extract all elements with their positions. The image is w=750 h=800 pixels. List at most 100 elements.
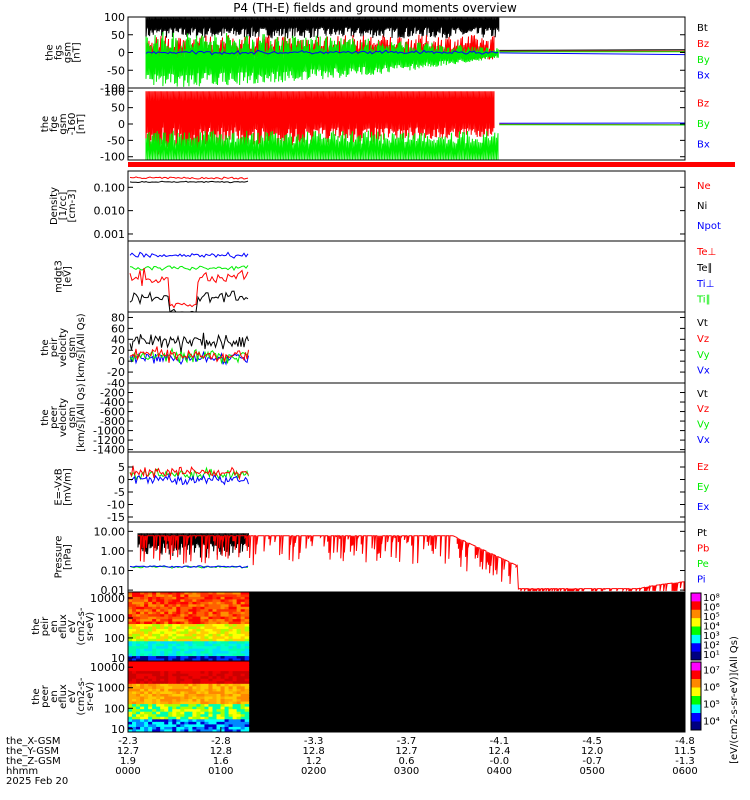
colorbar-peir-tick: 10³ [703, 631, 720, 642]
spectrogram-cell [180, 724, 185, 728]
spectrogram-cell [140, 726, 145, 730]
spectrogram-cell [144, 706, 149, 710]
spectrogram-cell [196, 686, 201, 690]
spectrogram-cell [236, 636, 242, 640]
spectrogram-cell [164, 592, 169, 595]
spectrogram-cell [136, 646, 141, 650]
spectrogram-cell [208, 693, 213, 697]
spectrogram-cell [176, 724, 181, 728]
bt-trace [145, 17, 500, 39]
spectrogram-cell [204, 633, 209, 637]
spectrogram-cell [240, 658, 246, 661]
spectrogram-cell [232, 626, 238, 630]
spectrogram-cell [168, 626, 173, 630]
spectrogram-cell [196, 681, 201, 685]
spectrogram-cell [208, 619, 213, 623]
spectrogram-cell [232, 624, 238, 627]
x-tick-label: 12.7 [395, 746, 417, 757]
spectrogram-cell [132, 641, 137, 645]
spectrogram-cell [208, 624, 213, 627]
spectrogram-cell [172, 726, 177, 730]
spectrogram-cell [152, 616, 157, 620]
spectrogram-cell [152, 726, 157, 730]
spectrogram-cell [136, 666, 141, 670]
spectrogram-cell [152, 636, 157, 640]
spectrogram-cell [136, 704, 141, 708]
spectrogram-cell [148, 709, 153, 713]
spectrogram-cell [168, 636, 173, 640]
spectrogram-cell [164, 658, 169, 661]
spectrogram-cell [136, 599, 141, 603]
spectrogram-cell [188, 701, 193, 705]
spectrogram-cell [164, 596, 169, 600]
spectrogram-cell [208, 663, 213, 667]
y-tick-label: 50 [111, 29, 125, 42]
spectrogram-cell [172, 696, 177, 700]
spectrogram-cell [196, 599, 201, 603]
spectrogram-cell [212, 614, 218, 618]
spectrogram-cell [144, 626, 149, 630]
spectrogram-cell [236, 711, 242, 715]
spectrogram-cell [236, 666, 242, 670]
spectrogram-cell [244, 653, 250, 657]
spectrogram-cell [200, 653, 205, 657]
spectrogram-cell [200, 693, 205, 697]
spectrogram-cell [216, 631, 222, 635]
spectrogram-cell [200, 592, 205, 595]
spectrogram-cell [172, 686, 177, 690]
spectrogram-cell [164, 638, 169, 642]
spectrogram-cell [228, 704, 234, 708]
spectrogram-cell [136, 636, 141, 640]
spectrogram-cell [156, 714, 161, 718]
spectrogram-cell [148, 668, 153, 672]
spectrogram-cell [232, 599, 238, 603]
spectrogram-cell [216, 626, 222, 630]
spectrogram-cell [136, 614, 141, 618]
spectrogram-cell [152, 596, 157, 600]
spectrogram-cell [216, 614, 222, 618]
spectrogram-cell [196, 711, 201, 715]
spectrogram-cell [240, 624, 246, 627]
colorbar-peir-tick: 10⁸ [703, 593, 720, 604]
spectrogram-cell [236, 704, 242, 708]
spectrogram-cell [220, 701, 226, 705]
spectrogram-cell [176, 626, 181, 630]
spectrogram-cell [172, 592, 177, 595]
spectrogram-cell [136, 619, 141, 623]
spectrogram-cell [168, 711, 173, 715]
y-axis-label: the [31, 688, 42, 704]
spectrogram-cell [200, 711, 205, 715]
spectrogram-cell [132, 706, 137, 710]
spectrogram-cell [188, 619, 193, 623]
spectrogram-cell [200, 616, 205, 620]
spectrogram-cell [240, 663, 246, 667]
spectrogram-cell [148, 624, 153, 627]
spectrogram-cell [140, 596, 145, 600]
spectrogram-cell [204, 631, 209, 635]
spectrogram-cell [128, 676, 133, 680]
spectrogram-cell [224, 668, 230, 672]
legend-Bt: Bt [697, 23, 708, 34]
spectrogram-cell [200, 661, 205, 665]
spectrogram-cell [144, 658, 149, 661]
spectrogram-cell [192, 704, 197, 708]
colorbar-peer-tick: 10⁵ [703, 700, 720, 711]
spectrogram-cell [236, 656, 242, 660]
spectrogram-cell [220, 653, 226, 657]
spectrogram-cell [164, 624, 169, 627]
spectrogram-cell [140, 709, 145, 713]
y-axis-label: gsm [58, 113, 69, 134]
spectrogram-cell [204, 729, 209, 732]
spectrogram-cell [172, 661, 177, 665]
spectrogram-cell [144, 714, 149, 718]
spectrogram-cell [172, 636, 177, 640]
legend-Bx: Bx [697, 71, 710, 82]
colorbar-peir-segment [691, 651, 701, 661]
spectrogram-cell [172, 711, 177, 715]
spectrogram-cell [180, 699, 185, 703]
spectrogram-cell [160, 714, 165, 718]
spectrogram-cell [192, 688, 197, 692]
spectrogram-cell [148, 699, 153, 703]
spectrogram-cell [144, 683, 149, 687]
spectrogram-cell [156, 648, 161, 652]
